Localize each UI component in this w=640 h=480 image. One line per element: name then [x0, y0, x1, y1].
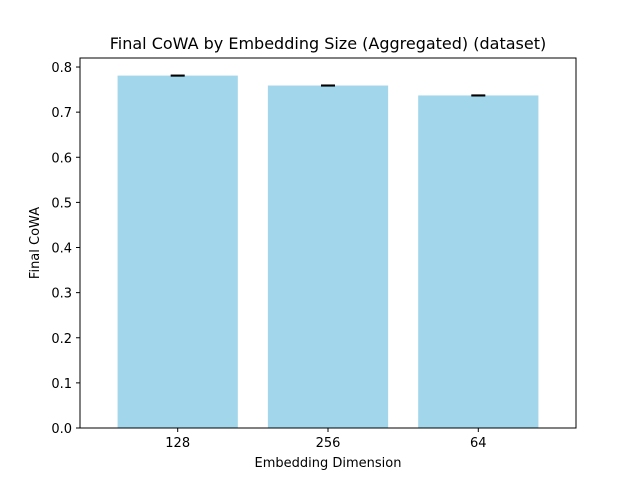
x-tick-label: 64 — [470, 436, 487, 451]
bar — [418, 95, 539, 428]
y-axis: 0.0 0.1 0.2 0.3 0.4 0.5 0.6 0.7 0.8 — [51, 61, 80, 437]
y-tick-label: 0.3 — [51, 287, 72, 302]
x-tick-label: 128 — [165, 436, 190, 451]
x-axis-label: Embedding Dimension — [255, 456, 402, 471]
y-tick-label: 0.1 — [51, 377, 72, 392]
error-bar-group — [170, 74, 486, 97]
x-tick-label: 256 — [316, 436, 341, 451]
y-tick-label: 0.2 — [51, 332, 72, 347]
chart-title: Final CoWA by Embedding Size (Aggregated… — [110, 34, 546, 53]
y-tick-label: 0.7 — [51, 106, 72, 121]
bar — [117, 75, 238, 428]
y-tick-label: 0.5 — [51, 196, 72, 211]
x-axis: 128 256 64 — [165, 428, 487, 451]
y-tick-label: 0.6 — [51, 151, 72, 166]
y-tick-label: 0.8 — [51, 61, 72, 76]
y-tick-label: 0.4 — [51, 242, 72, 257]
y-axis-label: Final CoWA — [28, 207, 43, 279]
y-tick-label: 0.0 — [51, 422, 72, 437]
bar — [267, 85, 389, 429]
bar-group — [117, 75, 539, 429]
